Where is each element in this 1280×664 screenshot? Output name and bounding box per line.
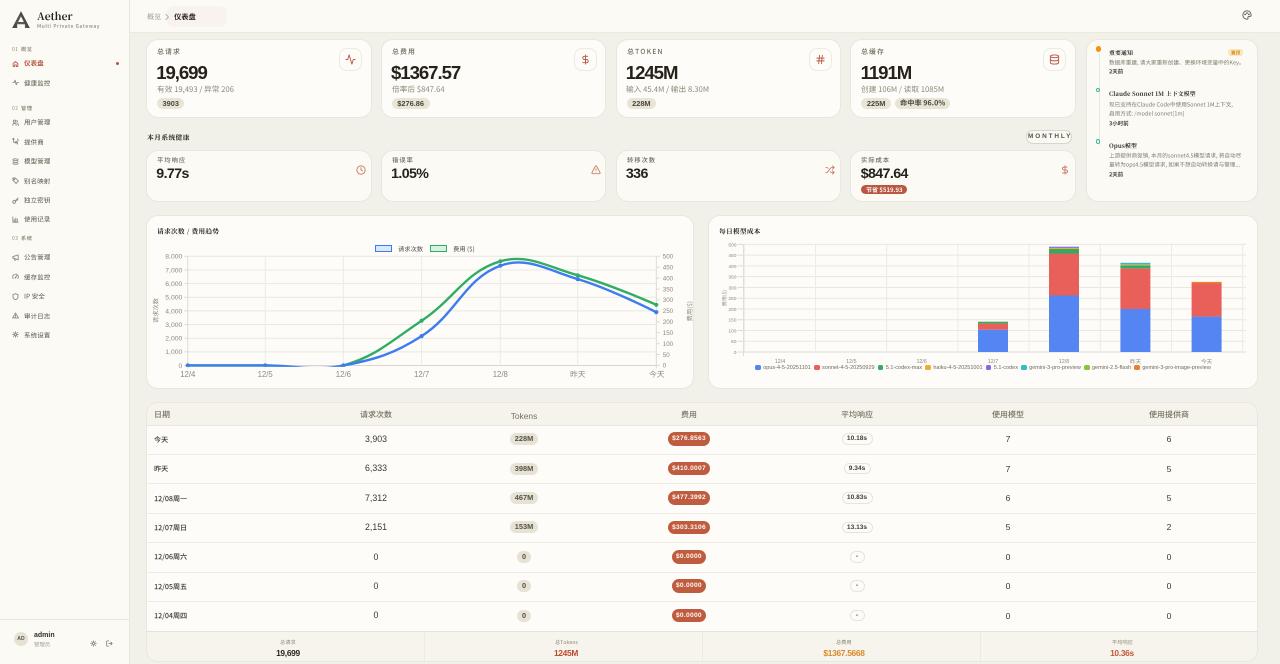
svg-text:0: 0	[179, 363, 183, 370]
svg-text:12/5: 12/5	[846, 359, 857, 365]
svg-text:12/7: 12/7	[988, 359, 999, 365]
svg-text:3,000: 3,000	[165, 322, 182, 329]
svg-text:50: 50	[731, 339, 737, 345]
svg-text:300: 300	[728, 285, 736, 291]
svg-text:450: 450	[663, 264, 674, 271]
svg-text:12/5: 12/5	[258, 370, 274, 379]
svg-text:200: 200	[728, 307, 736, 313]
svg-text:12/6: 12/6	[916, 359, 927, 365]
svg-text:12/8: 12/8	[493, 370, 508, 379]
svg-text:5,000: 5,000	[165, 295, 182, 302]
svg-text:200: 200	[663, 319, 674, 326]
svg-text:0: 0	[734, 350, 737, 356]
svg-text:8,000: 8,000	[165, 254, 182, 261]
svg-text:7,000: 7,000	[165, 267, 182, 274]
svg-text:12/6: 12/6	[336, 370, 351, 379]
svg-text:0: 0	[663, 363, 667, 370]
svg-text:6,000: 6,000	[165, 281, 182, 288]
svg-text:12/8: 12/8	[1059, 359, 1070, 365]
svg-text:400: 400	[663, 275, 674, 282]
svg-text:12/4: 12/4	[775, 359, 786, 365]
svg-text:400: 400	[728, 264, 736, 270]
svg-text:50: 50	[663, 352, 670, 359]
svg-text:300: 300	[663, 297, 674, 304]
svg-text:250: 250	[663, 308, 674, 315]
svg-text:100: 100	[728, 328, 736, 334]
svg-text:350: 350	[728, 275, 736, 281]
svg-text:150: 150	[663, 330, 674, 337]
svg-text:500: 500	[728, 242, 736, 248]
svg-text:4,000: 4,000	[165, 308, 182, 315]
svg-text:12/4: 12/4	[180, 370, 196, 379]
svg-text:100: 100	[663, 341, 674, 348]
svg-text:2,000: 2,000	[165, 336, 182, 343]
svg-text:450: 450	[728, 253, 736, 259]
svg-text:150: 150	[728, 318, 736, 324]
svg-text:1,000: 1,000	[165, 349, 182, 356]
svg-text:250: 250	[728, 296, 736, 302]
svg-text:500: 500	[663, 254, 674, 261]
svg-text:350: 350	[663, 286, 674, 293]
svg-text:12/7: 12/7	[414, 370, 429, 379]
